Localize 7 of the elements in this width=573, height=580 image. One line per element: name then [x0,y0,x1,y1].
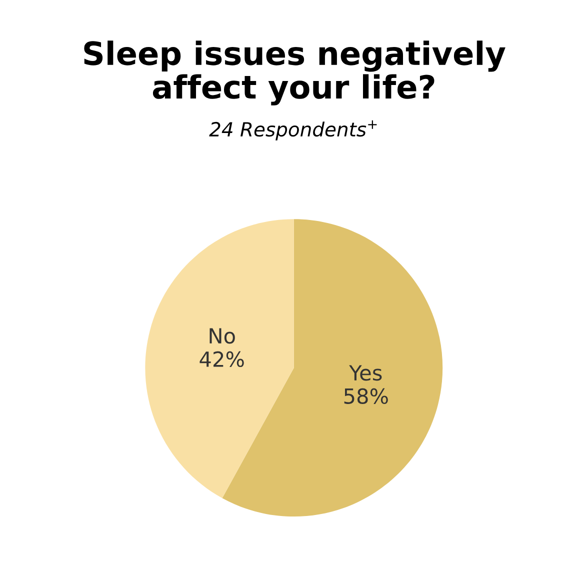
chart-subtitle: 24 Respondents$^{+}$ [209,120,377,140]
data-label: 58% [344,388,388,404]
slice-label: Yes [349,365,382,381]
slice-label: No [210,328,235,344]
pie-slice [145,219,294,498]
data-label: 42% [200,351,244,368]
chart-title: Sleep issues negatively affect your life? [84,40,506,106]
